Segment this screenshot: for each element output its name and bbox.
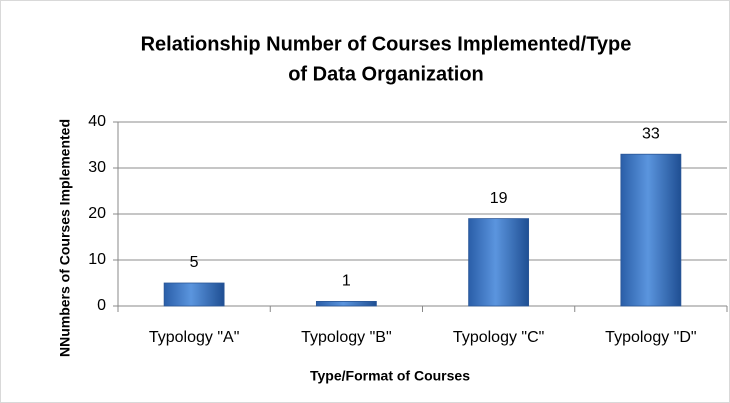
x-tick-label: Typology "D": [605, 329, 696, 346]
bar: [315, 300, 377, 307]
bar: [620, 153, 682, 307]
x-axis-label: Type/Format of Courses: [310, 368, 470, 384]
y-tick-label: 10: [88, 251, 106, 268]
data-label: 1: [342, 273, 351, 290]
data-label: 33: [642, 125, 660, 142]
y-tick-label: 20: [88, 205, 106, 222]
chart-title: Relationship Number of Courses Implement…: [141, 33, 632, 55]
y-axis-label: NNumbers of Courses Implemented: [57, 119, 73, 357]
data-label: 5: [190, 254, 199, 271]
chart-title: of Data Organization: [288, 63, 484, 85]
data-label: 19: [490, 190, 508, 207]
bar: [468, 218, 530, 307]
x-tick-label: Typology "A": [149, 329, 240, 346]
bar: [163, 282, 225, 307]
y-tick-label: 40: [88, 113, 106, 130]
y-tick-label: 30: [88, 159, 106, 176]
y-tick-label: 0: [97, 297, 106, 314]
x-tick-label: Typology "B": [301, 329, 392, 346]
x-tick-label: Typology "C": [453, 329, 544, 346]
